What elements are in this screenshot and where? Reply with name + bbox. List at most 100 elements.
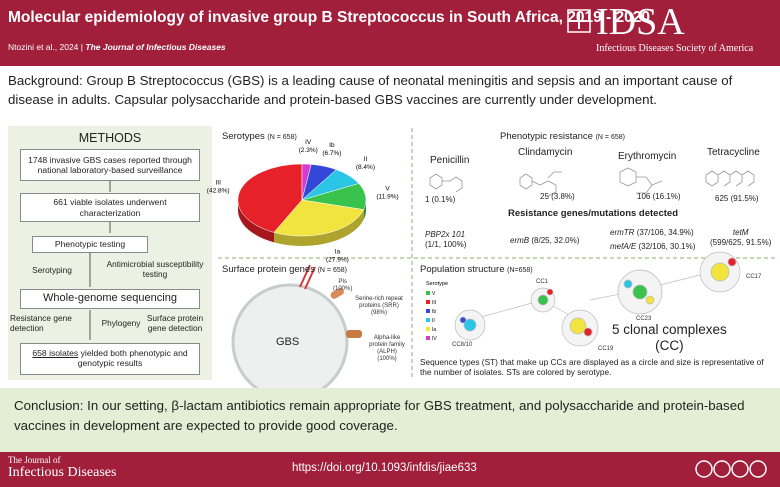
genes-title: Resistance genes/mutations detected xyxy=(508,208,678,219)
legend-label: III xyxy=(432,300,436,306)
protein: Serine-rich repeat proteins (SRR) xyxy=(355,296,403,309)
legend-label: Ib xyxy=(432,309,436,315)
protein-label: Serine-rich repeat proteins (SRR) (98%) xyxy=(348,296,410,317)
gene: ermTR (37/106, 34.9%) xyxy=(610,228,694,237)
logo-emblem xyxy=(567,9,591,33)
pie-slice xyxy=(273,199,365,237)
panel-title: Serotypes (N = 658) xyxy=(222,131,297,142)
slice-value: (2.3%) xyxy=(299,147,318,154)
serotype-legend: Serotype V III Ib II Ia IV xyxy=(426,281,448,342)
gene-detail: (599/625, 91.5%) xyxy=(710,238,772,248)
pie-slice-side xyxy=(238,200,274,243)
methods-heading: METHODS xyxy=(78,131,142,145)
step-highlight: 658 isolates xyxy=(32,348,79,358)
legend-swatch xyxy=(426,291,430,295)
gene-detail: (8/25, 32.0%) xyxy=(531,236,580,245)
license-icons xyxy=(695,460,767,478)
legend-label: II xyxy=(432,318,435,324)
pie-slice xyxy=(237,163,303,233)
panel-title: Population structure (N=658) xyxy=(420,264,533,275)
title: Molecular epidemiology of invasive group… xyxy=(8,9,650,26)
journal: The Journal of Infectious Diseases xyxy=(85,42,226,52)
gene-detail: (1/1, 100%) xyxy=(425,240,467,250)
chemical-structures xyxy=(429,167,755,197)
summary: 5 clonal complexes (CC) xyxy=(612,322,727,353)
legend-swatch xyxy=(426,318,430,322)
legend-swatch xyxy=(426,309,430,313)
slice-value: (8.4%) xyxy=(356,164,375,171)
slice-label: III xyxy=(215,179,221,186)
panel-title: Phenotypic resistance (N = 658) xyxy=(500,131,625,142)
slice-label: Ia xyxy=(335,248,341,255)
method-step: Whole-genome sequencing xyxy=(20,289,200,309)
slice-value: (27.9%) xyxy=(326,256,349,263)
summary-unit: (CC) xyxy=(655,337,684,353)
title-text: Surface protein genes xyxy=(222,264,315,275)
method-branch: Resistance gene detection xyxy=(10,313,72,333)
srr-protein xyxy=(330,288,344,299)
slice-value: (6.7%) xyxy=(322,150,341,157)
background: Background: Group B Streptococcus (GBS) … xyxy=(8,73,733,107)
conclusion-band xyxy=(0,388,780,452)
alph-protein xyxy=(346,330,362,338)
drug: Penicillin xyxy=(430,155,470,166)
protein-pct: (98%) xyxy=(370,309,387,316)
authors: Ntozini et al., 2024 xyxy=(8,42,79,52)
drug-count: 1 (0.1%) xyxy=(425,195,456,204)
slice-value: (42.8%) xyxy=(207,187,230,194)
gene-name: PBP2x 101 xyxy=(425,230,466,239)
gene-detail: (32/106, 30.1%) xyxy=(638,242,696,251)
pie-chart: III(42.8%) IV(2.3%) Ib(6.7%) II(8.4%) V(11.9… xyxy=(207,139,399,263)
gene: PBP2x 101 (1/1, 100%) xyxy=(425,230,466,251)
method-step: 658 isolates yielded both phenotypic and… xyxy=(20,343,200,375)
legend-label: IV xyxy=(432,336,437,342)
methods-arrows xyxy=(89,181,111,340)
title-text: Phenotypic resistance xyxy=(500,131,593,142)
footer-band xyxy=(0,452,780,487)
separator: | xyxy=(80,42,83,52)
logo-cross xyxy=(571,13,587,29)
drug-count: 25 (3.8%) xyxy=(540,192,575,201)
method-branch: Serotyping xyxy=(32,265,72,275)
cluster-label: CC17 xyxy=(746,274,762,280)
title-text: Serotypes xyxy=(222,131,265,142)
gene-name: ermTR xyxy=(610,228,635,237)
slice-label: V xyxy=(385,186,390,193)
drug: Clindamycin xyxy=(518,147,573,158)
protein-pct: (100%) xyxy=(377,355,397,362)
legend-label: Ia xyxy=(432,327,436,333)
gene-name: mefA/E xyxy=(610,242,637,251)
cluster-label: CC1 xyxy=(536,279,549,285)
cluster-label: CC23 xyxy=(636,316,652,322)
gene: ermB (8/25, 32.0%) xyxy=(510,236,579,245)
header-band xyxy=(0,0,780,66)
method-step: 1748 invasive GBS cases reported through… xyxy=(20,149,200,181)
title-n: (N = 658) xyxy=(595,134,625,141)
slice-label: Ib xyxy=(329,142,335,149)
panel-title: Surface protein genes (N = 658) xyxy=(222,264,347,275)
slice-label: IV xyxy=(305,139,312,146)
protein-pct: (100%) xyxy=(333,285,353,292)
slice-label: II xyxy=(364,156,368,163)
drug: Tetracycline xyxy=(707,147,760,158)
legend-swatch xyxy=(426,336,430,340)
method-branch: Phylogeny xyxy=(101,318,141,328)
protein-label: Alpha-like protein family (ALPH) (100%) xyxy=(364,335,410,363)
gene: tetM (599/625, 91.5%) xyxy=(710,228,771,249)
legend-swatch xyxy=(426,300,430,304)
logo-tagline: Infectious Diseases Society of America xyxy=(596,43,754,54)
method-step: 661 viable isolates underwent characteri… xyxy=(20,193,200,222)
doi-link[interactable]: https://doi.org/10.1093/infdis/jiae633 xyxy=(292,462,477,474)
legend-title: Serotype xyxy=(426,281,448,287)
pie-slice-side xyxy=(274,209,364,246)
drug-count: 106 (16.1%) xyxy=(637,192,681,201)
network xyxy=(454,251,741,347)
slice-value: (11.9%) xyxy=(376,194,398,201)
protein-label: PIs (100%) xyxy=(333,279,352,293)
conclusion: Conclusion: In our setting, β-lactam ant… xyxy=(14,398,745,433)
method-step: Phenotypic testing xyxy=(32,236,148,253)
gene-name: tetM xyxy=(732,228,749,237)
cluster-label: CC8/10 xyxy=(452,342,473,348)
protein: PIs xyxy=(338,279,347,285)
